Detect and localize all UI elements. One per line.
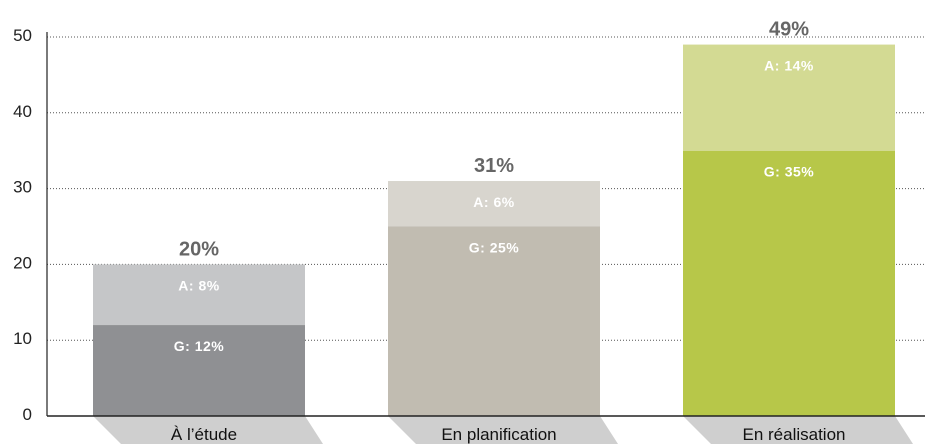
bar-segment-g [683, 150, 895, 416]
y-tick-label: 50 [13, 26, 32, 45]
y-tick-label: 20 [13, 253, 32, 272]
total-label: 20% [179, 238, 219, 260]
segment-label-g: G: 12% [174, 338, 225, 354]
y-tick-label: 0 [23, 405, 32, 424]
y-tick-label: 30 [13, 178, 32, 197]
category-tab [683, 416, 913, 444]
segment-label-a: A: 6% [473, 194, 514, 210]
category-label: À l’étude [171, 425, 237, 444]
bar-segment-a [388, 181, 600, 227]
y-tick-label: 40 [13, 102, 32, 121]
segment-label-g: G: 35% [764, 164, 815, 180]
bar-segment-g [93, 325, 305, 416]
total-label: 49% [769, 19, 809, 41]
segment-label-a: A: 8% [178, 277, 219, 293]
category-tab [93, 416, 323, 444]
total-label: 31% [474, 155, 514, 177]
bar-segment-g [388, 226, 600, 416]
bar-segment-a [683, 44, 895, 151]
bar-segment-a [93, 264, 305, 326]
segment-label-a: A: 14% [764, 58, 814, 74]
category-tab [388, 416, 618, 444]
segment-label-g: G: 25% [469, 240, 520, 256]
category-label: En planification [441, 425, 556, 444]
category-label: En réalisation [742, 425, 845, 444]
y-tick-label: 10 [13, 329, 32, 348]
